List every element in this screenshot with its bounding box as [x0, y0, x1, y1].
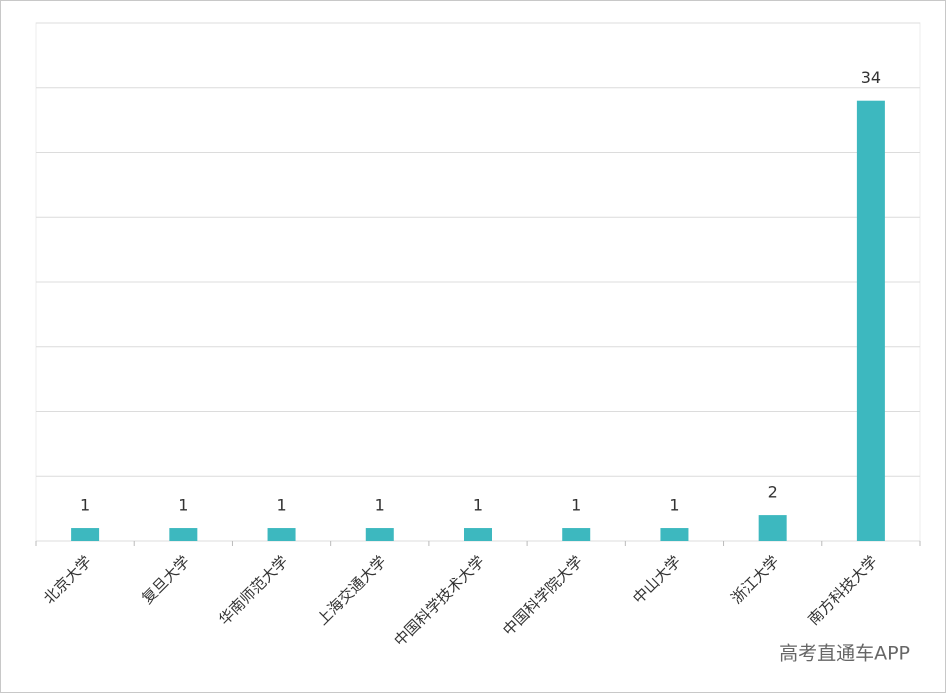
bar: [562, 528, 591, 541]
watermark: 高考直通车APP: [779, 643, 910, 665]
bar: [660, 528, 689, 541]
value-label: 1: [276, 496, 286, 515]
value-label: 1: [80, 496, 90, 515]
bar: [464, 528, 492, 541]
bar: [169, 528, 198, 541]
bar: [856, 100, 885, 541]
value-label: 1: [571, 496, 581, 515]
value-label: 2: [768, 483, 778, 502]
value-label: 1: [473, 496, 483, 515]
bar: [365, 528, 394, 541]
value-label: 1: [669, 496, 679, 515]
value-label: 1: [375, 496, 385, 515]
value-label: 1: [178, 496, 188, 515]
bar: [267, 528, 296, 541]
bar: [758, 515, 787, 541]
value-label: 34: [861, 68, 881, 87]
bar: [71, 528, 100, 541]
